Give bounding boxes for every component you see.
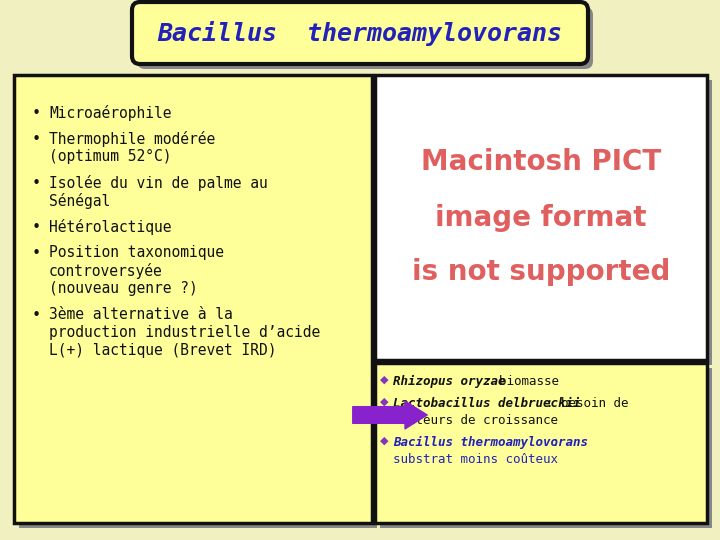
- Text: is not supported: is not supported: [412, 259, 670, 287]
- Text: : besoin de: : besoin de: [546, 397, 628, 410]
- Text: Microaérophile: Microaérophile: [49, 105, 171, 121]
- FancyBboxPatch shape: [375, 75, 707, 360]
- Text: •: •: [32, 220, 41, 235]
- FancyBboxPatch shape: [380, 368, 712, 528]
- Text: •: •: [32, 308, 41, 323]
- FancyBboxPatch shape: [137, 7, 593, 69]
- Text: ◆: ◆: [380, 375, 389, 385]
- Text: Hétérolactique: Hétérolactique: [49, 219, 171, 235]
- Text: ◆: ◆: [380, 397, 389, 407]
- Text: production industrielle d’acide: production industrielle d’acide: [49, 325, 320, 340]
- Text: 3ème alternative à la: 3ème alternative à la: [49, 307, 233, 322]
- Text: Thermophile modérée: Thermophile modérée: [49, 131, 215, 147]
- Text: Bacillus thermoamylovorans: Bacillus thermoamylovorans: [393, 436, 588, 449]
- Text: Isolée du vin de palme au: Isolée du vin de palme au: [49, 175, 268, 191]
- Text: ◆: ◆: [380, 436, 389, 446]
- FancyArrowPatch shape: [353, 401, 427, 429]
- Text: •: •: [32, 132, 41, 147]
- Text: Macintosh PICT: Macintosh PICT: [421, 148, 661, 177]
- Text: Position taxonomique: Position taxonomique: [49, 245, 224, 260]
- Text: •: •: [32, 246, 41, 261]
- Text: (nouveau genre ?): (nouveau genre ?): [49, 281, 198, 296]
- Text: •: •: [32, 176, 41, 191]
- Text: :: :: [552, 436, 559, 449]
- Text: Bacillus  thermoamylovorans: Bacillus thermoamylovorans: [158, 21, 562, 45]
- Text: L(+) lactique (Brevet IRD): L(+) lactique (Brevet IRD): [49, 343, 276, 358]
- Text: (optimum 52°C): (optimum 52°C): [49, 149, 171, 164]
- FancyBboxPatch shape: [375, 363, 707, 523]
- Text: image format: image format: [436, 204, 647, 232]
- Text: Rhizopus oryzae: Rhizopus oryzae: [393, 375, 505, 388]
- Text: substrat moins coûteux: substrat moins coûteux: [393, 453, 558, 466]
- Text: : biomasse: : biomasse: [485, 375, 559, 388]
- Text: controversyée: controversyée: [49, 263, 163, 279]
- Text: Sénégal: Sénégal: [49, 193, 110, 209]
- Text: •: •: [32, 106, 41, 121]
- FancyBboxPatch shape: [380, 80, 712, 365]
- FancyBboxPatch shape: [132, 2, 588, 64]
- Text: facteurs de croissance: facteurs de croissance: [393, 414, 558, 427]
- FancyBboxPatch shape: [19, 80, 377, 528]
- Text: Lactobacillus delbrueckii: Lactobacillus delbrueckii: [393, 397, 580, 410]
- FancyBboxPatch shape: [14, 75, 372, 523]
